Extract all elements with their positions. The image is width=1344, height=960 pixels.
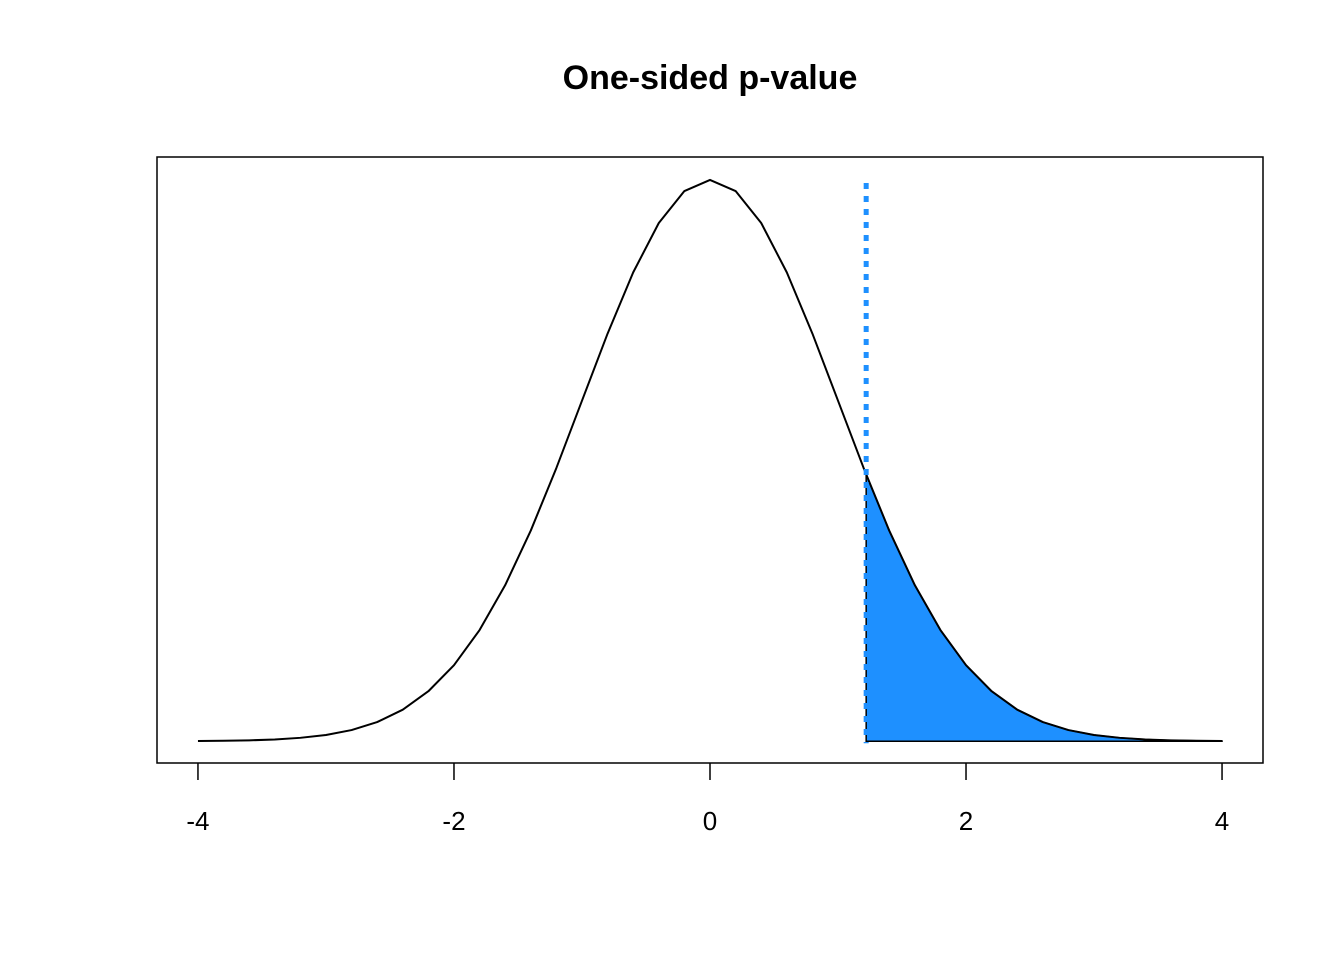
x-tick-label: 4	[1215, 806, 1229, 836]
tail-area	[865, 474, 1223, 742]
x-tick-label: 0	[703, 806, 717, 836]
density-curve	[197, 178, 1223, 743]
x-tick-label: -2	[442, 806, 465, 836]
plot-box	[156, 156, 1264, 764]
x-tick-label: 2	[959, 806, 973, 836]
x-tick-label: -4	[186, 806, 209, 836]
chart-title: One-sided p-value	[563, 59, 858, 97]
